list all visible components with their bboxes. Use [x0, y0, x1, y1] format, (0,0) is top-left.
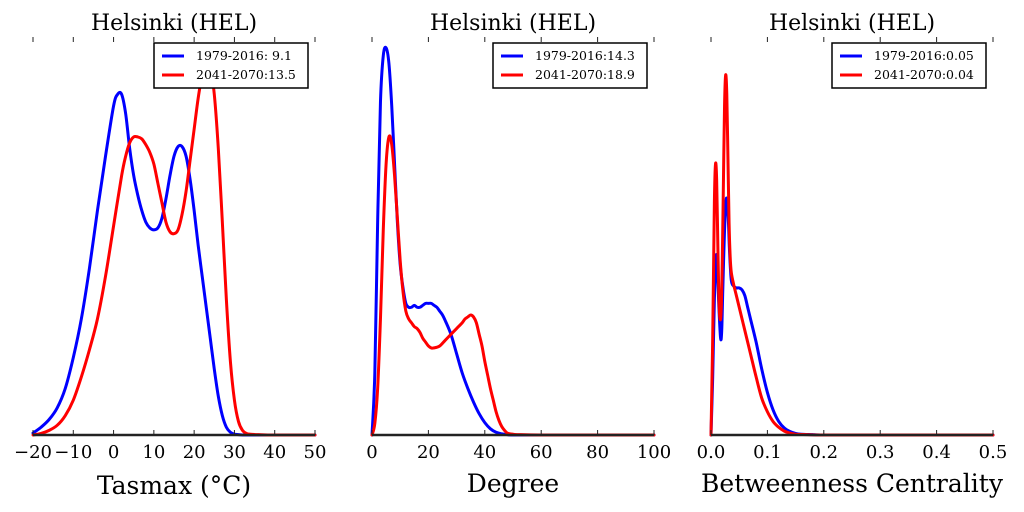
legend-label-1979-2016: 1979-2016: 9.1 [196, 48, 292, 63]
x-tick-label: 0.3 [866, 442, 895, 463]
series-line-2041-2070 [31, 61, 317, 437]
x-ticks [371, 430, 655, 435]
legend-box [831, 42, 987, 89]
x-ticks [710, 430, 994, 435]
x-tick-label: 0.1 [753, 442, 782, 463]
panel-degree: Helsinki (HEL) 0 20 40 60 80 100 Degree 1979-… [366, 11, 671, 498]
legend-label-2041-2070: 2041-2070:18.9 [535, 67, 635, 82]
x-tick-label: −20 [14, 442, 52, 463]
legend: 1979-2016:0.05 2041-2070:0.04 [831, 42, 987, 89]
legend: 1979-2016:14.3 2041-2070:18.9 [492, 42, 648, 89]
top-ticks [371, 37, 655, 42]
x-tick-label: 20 [417, 442, 440, 463]
x-tick-label: 0.4 [922, 442, 951, 463]
legend-label-2041-2070: 2041-2070:0.04 [874, 67, 974, 82]
curves [370, 45, 656, 437]
series-line-1979-2016 [370, 45, 656, 437]
legend: 1979-2016: 9.1 2041-2070:13.5 [153, 42, 309, 89]
panel-tasmax: Helsinki (HEL) −20 −10 0 10 20 30 40 50 Tasmax … [14, 11, 326, 500]
x-tick-label: 0.2 [809, 442, 838, 463]
x-tick-label: 0 [108, 442, 119, 463]
x-tick-label: 40 [263, 442, 286, 463]
x-tick-label: 0.0 [697, 442, 726, 463]
x-tick-label: 60 [530, 442, 553, 463]
x-tick-label: 100 [637, 442, 671, 463]
panel-betweenness-centrality: Helsinki (HEL) 0.0 0.1 0.2 0.3 0.4 0.5 Betwee… [697, 11, 1008, 498]
curves [31, 61, 317, 437]
top-ticks [32, 37, 316, 42]
top-ticks [710, 37, 994, 42]
x-axis-label: Betweenness Centrality [701, 469, 1004, 498]
x-tick-labels: −20 −10 0 10 20 30 40 50 [14, 442, 326, 463]
curves [709, 73, 995, 437]
x-tick-labels: 0.0 0.1 0.2 0.3 0.4 0.5 [697, 442, 1008, 463]
legend-box [492, 42, 648, 89]
x-tick-label: 80 [586, 442, 609, 463]
panel-title: Helsinki (HEL) [430, 11, 596, 36]
x-tick-label: −10 [54, 442, 92, 463]
series-line-2041-2070 [709, 73, 995, 437]
x-tick-label: 20 [183, 442, 206, 463]
x-tick-label: 40 [473, 442, 496, 463]
legend-label-2041-2070: 2041-2070:13.5 [196, 67, 296, 82]
series-line-1979-2016 [709, 196, 995, 437]
x-tick-label: 0.5 [979, 442, 1008, 463]
series-line-1979-2016 [31, 90, 317, 437]
x-axis-label: Degree [467, 469, 559, 498]
legend-box [153, 42, 309, 89]
x-tick-label: 10 [142, 442, 165, 463]
x-axis-label: Tasmax (°C) [97, 471, 251, 500]
series-line-2041-2070 [370, 134, 656, 437]
legend-label-1979-2016: 1979-2016:14.3 [535, 48, 635, 63]
panel-title: Helsinki (HEL) [769, 11, 935, 36]
panel-title: Helsinki (HEL) [91, 11, 257, 36]
x-ticks [32, 430, 316, 435]
legend-label-1979-2016: 1979-2016:0.05 [874, 48, 974, 63]
x-tick-labels: 0 20 40 60 80 100 [366, 442, 671, 463]
x-tick-label: 50 [304, 442, 327, 463]
x-tick-label: 0 [366, 442, 377, 463]
x-tick-label: 30 [223, 442, 246, 463]
